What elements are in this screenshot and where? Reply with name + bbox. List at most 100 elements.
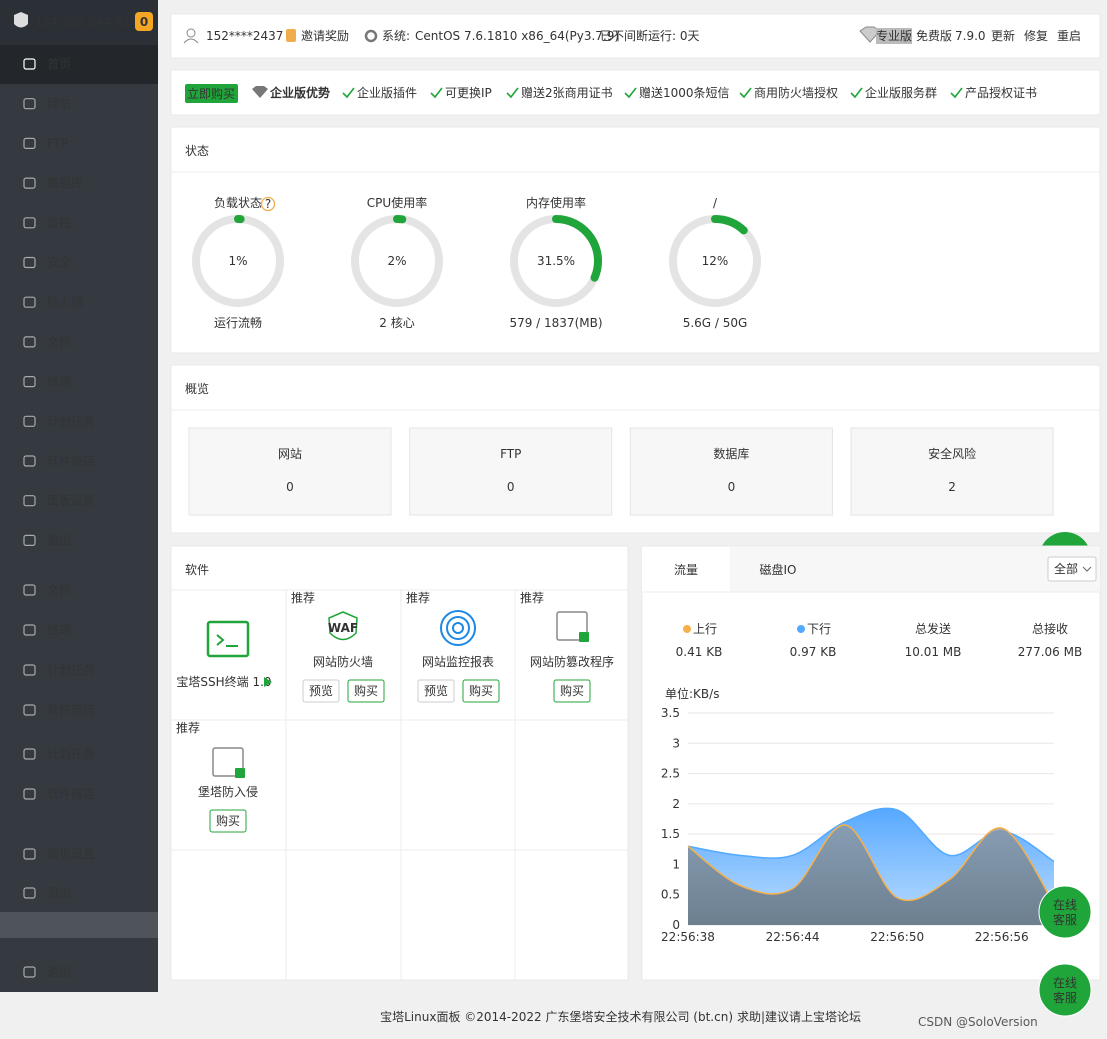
app-button-text[interactable]: 预览	[424, 683, 448, 698]
app-button-text[interactable]: 购买	[354, 683, 378, 698]
app-name[interactable]: 堡塔防入侵	[198, 784, 258, 799]
help-icon-mark: ?	[265, 197, 271, 211]
menu-item[interactable]: 网站	[47, 97, 71, 111]
menu-icon	[23, 887, 36, 899]
app-button	[302, 679, 340, 703]
promo-bar	[170, 69, 1101, 116]
gauge-value: 1%	[228, 254, 247, 268]
tab-active	[642, 547, 730, 592]
stat-value: 0.97 KB	[790, 645, 837, 659]
filter-select	[1047, 556, 1097, 582]
card-value[interactable]: 0	[286, 480, 294, 494]
card-label[interactable]: 网站	[278, 447, 302, 461]
menu-item[interactable]: FTP	[47, 136, 68, 150]
card-label[interactable]: FTP	[500, 447, 521, 461]
menu-item[interactable]: 文件	[47, 582, 71, 597]
app-name[interactable]: 宝塔SSH终端 1.0	[176, 674, 271, 689]
invite-link[interactable]: 邀请奖励	[301, 28, 349, 43]
panel-title: 软件	[185, 563, 209, 577]
menu-icon	[23, 966, 36, 978]
gauge-label: 负载状态	[214, 196, 262, 210]
menu-item[interactable]: 软件商店	[47, 786, 95, 801]
menu-icon	[23, 58, 36, 70]
panel-title: 概览	[185, 381, 209, 396]
support-fab-text[interactable]: 客服	[1053, 912, 1077, 927]
watermark: CSDN @SoloVersion	[918, 1015, 1038, 1029]
app-button-text[interactable]: 购买	[560, 683, 584, 698]
menu-item[interactable]: 计划任务	[47, 413, 95, 428]
unit-label: 单位:KB/s	[665, 686, 719, 701]
app-name[interactable]: 网站监控报表	[422, 654, 494, 669]
menu-item[interactable]: 数据库	[47, 175, 83, 190]
menu-item[interactable]: 终端	[47, 622, 71, 637]
stat-value: 277.06 MB	[1018, 645, 1082, 659]
card-label[interactable]: 数据库	[713, 446, 749, 461]
gauge-label: CPU使用率	[367, 195, 427, 210]
menu-item[interactable]: 退出	[47, 533, 71, 547]
menu-item[interactable]: 文件	[47, 334, 71, 349]
menu-item[interactable]: 软件商店	[47, 702, 95, 717]
app-button-text[interactable]: 购买	[469, 683, 493, 698]
os-info: CentOS 7.6.1810 x86_64(Py3.7.9)	[415, 29, 619, 43]
y-tick-label: 2.5	[661, 767, 680, 781]
app-name[interactable]: 网站防篡改程序	[530, 654, 614, 669]
menu-item[interactable]: 软件商店	[47, 453, 95, 468]
menu-item[interactable]: 面板设置	[47, 494, 95, 508]
tab[interactable]: 流量	[674, 563, 698, 577]
x-tick-label: 22:56:44	[766, 930, 820, 944]
menu-icon	[23, 376, 36, 388]
filter-select-text[interactable]: 全部	[1054, 561, 1078, 576]
support-fab[interactable]	[1038, 885, 1092, 939]
app-button-text[interactable]: 预览	[309, 683, 333, 698]
menu-icon	[23, 177, 36, 189]
support-fab-text[interactable]: 在线	[1053, 976, 1077, 990]
support-fab-text[interactable]: 在线	[1053, 898, 1077, 912]
menu-item[interactable]: 安全	[47, 255, 71, 270]
header-action[interactable]: 更新	[991, 28, 1015, 43]
buy-button-text[interactable]: 立即购买	[187, 86, 235, 101]
edition: 免费版	[916, 28, 952, 43]
series-line	[687, 824, 1055, 905]
help-icon	[260, 196, 276, 212]
gauge-detail: 579 / 1837(MB)	[509, 316, 602, 330]
gauge-detail: 5.6G / 50G	[683, 316, 748, 330]
y-tick-label: 3	[672, 736, 680, 750]
support-fab-text[interactable]: 客服	[1053, 990, 1077, 1005]
user-icon	[183, 38, 199, 44]
menu-item[interactable]: 终端	[47, 374, 71, 389]
card-value[interactable]: 0	[728, 480, 736, 494]
menu-item[interactable]: 首页	[47, 57, 71, 71]
promo-item: 赠送1000条短信	[639, 85, 730, 100]
menu-item[interactable]: 退出	[47, 886, 71, 900]
header-action[interactable]: 修复	[1024, 28, 1048, 43]
menu-item[interactable]: 计划任务	[47, 662, 95, 677]
gauge-detail: 运行流畅	[214, 316, 262, 330]
x-tick-label: 22:56:56	[975, 930, 1029, 944]
user: 152****2437	[206, 29, 283, 43]
system-label: 系统:	[382, 29, 410, 43]
app-name[interactable]: 网站防火墙	[313, 654, 373, 669]
footer-copyright: 宝塔Linux面板 ©2014-2022 广东堡塔安全技术有限公司 (bt.cn…	[380, 1009, 733, 1024]
stat-value: 10.01 MB	[905, 645, 962, 659]
app-icon	[556, 611, 588, 641]
stat-label: 总发送	[915, 621, 951, 636]
menu-item[interactable]: 监控	[47, 216, 71, 230]
check-icon	[850, 87, 863, 99]
menu-item[interactable]: 计划任务	[47, 746, 95, 761]
support-fab[interactable]	[1038, 963, 1092, 1017]
menu-item[interactable]: 退出	[47, 965, 71, 979]
app-button-text[interactable]: 购买	[216, 813, 240, 828]
footer-link[interactable]: 求助|建议请上宝塔论坛	[737, 1010, 861, 1024]
menu-item[interactable]: 防火墙	[47, 294, 83, 309]
card-label[interactable]: 安全风险	[928, 446, 976, 461]
header-action[interactable]: 重启	[1057, 29, 1081, 43]
app-button	[347, 679, 385, 703]
menu-icon	[23, 624, 36, 636]
menu-item[interactable]: 面板设置	[47, 847, 95, 861]
tab[interactable]: 磁盘IO	[760, 562, 797, 577]
gauge-arc	[711, 215, 748, 235]
stat-value: 0.41 KB	[676, 645, 723, 659]
card-value[interactable]: 0	[507, 480, 515, 494]
card-value[interactable]: 2	[948, 480, 956, 494]
